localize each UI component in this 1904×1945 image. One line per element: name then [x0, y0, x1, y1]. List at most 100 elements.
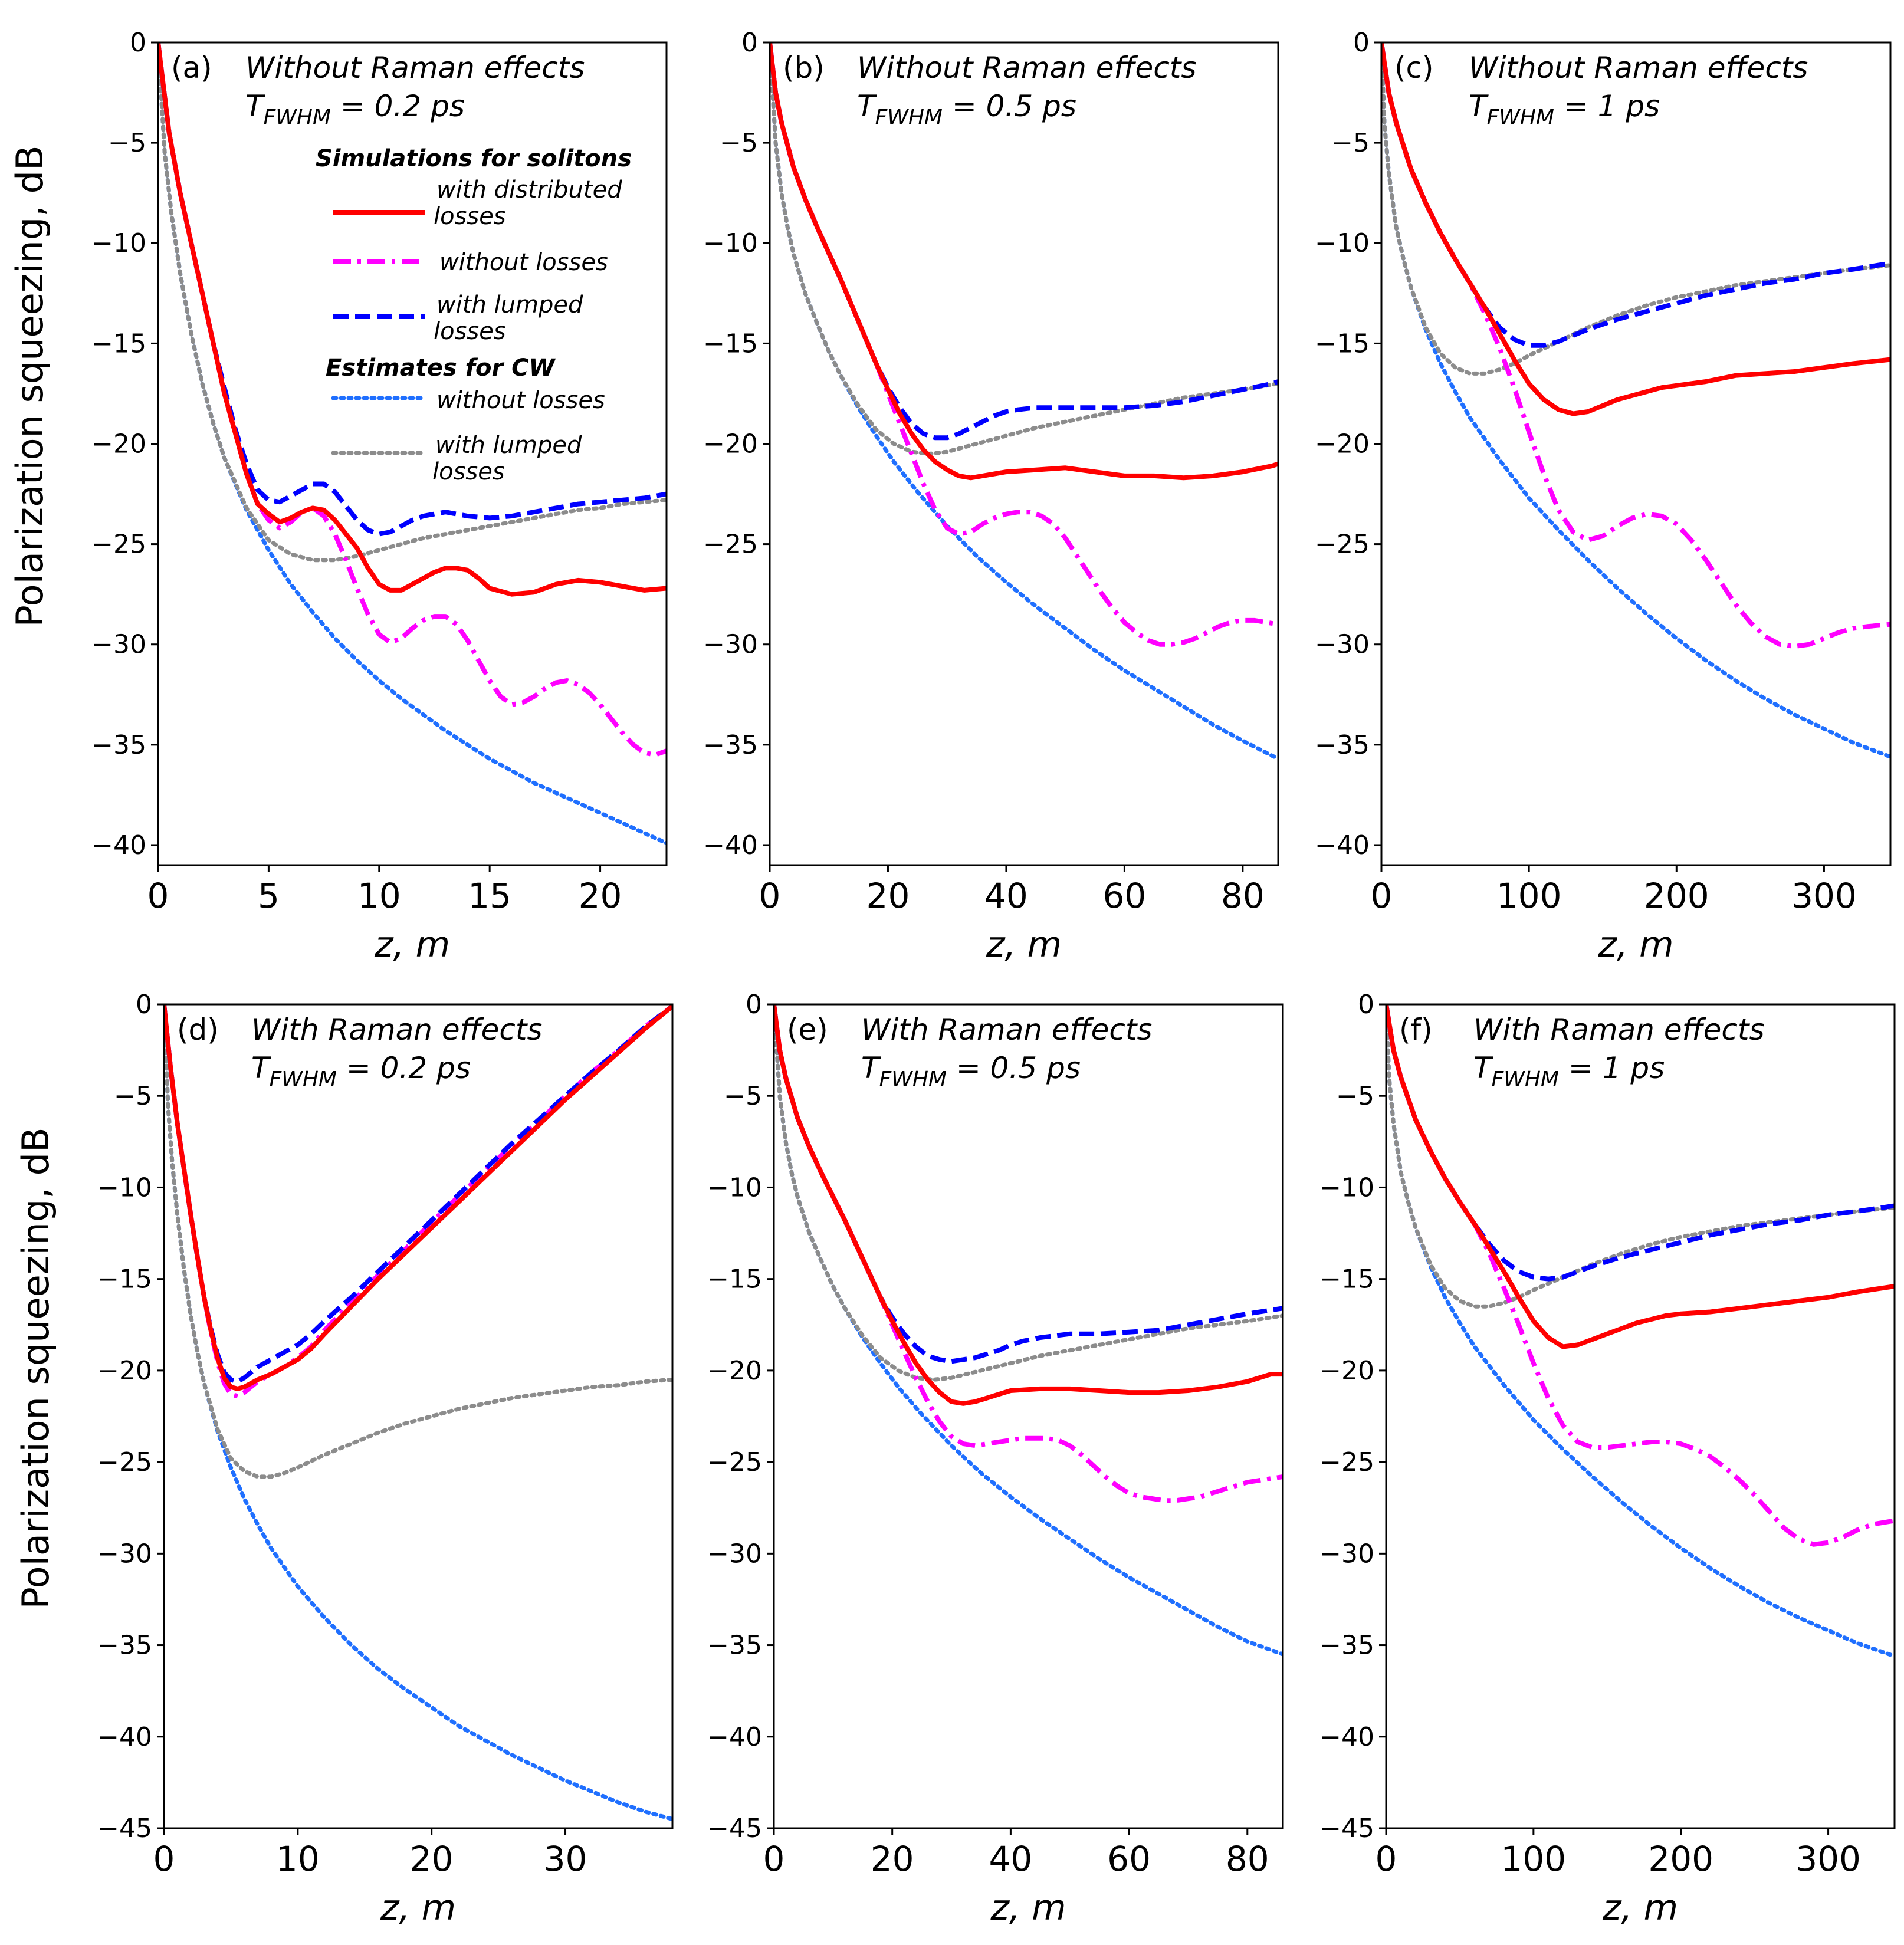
plot-frame	[769, 41, 1279, 866]
y-axis-label-top: Polarization squeezing, dB	[8, 145, 51, 627]
y-tick-label: −45	[707, 1813, 762, 1844]
y-tick-label: −25	[91, 530, 146, 560]
y-tick-label: −25	[707, 1447, 762, 1477]
y-tick-label: −10	[707, 1172, 762, 1203]
y-tick-label: −20	[97, 1356, 152, 1386]
y-tick-label: −40	[97, 1722, 152, 1752]
x-tick-label: 20	[410, 1839, 454, 1879]
x-tick-label: 0	[759, 876, 781, 916]
panel-letter: (c)	[1394, 51, 1434, 85]
y-tick-label: −30	[703, 630, 758, 660]
y-tick-label: 0	[130, 28, 146, 58]
x-tick-label: 0	[1371, 876, 1393, 916]
legend-label: with distributed	[436, 176, 622, 203]
y-tick-label: −30	[97, 1539, 152, 1569]
x-axis-label: z, m	[990, 1887, 1066, 1928]
x-tick-label: 20	[866, 876, 910, 916]
y-tick-label: −20	[703, 429, 758, 459]
x-tick-label: 300	[1795, 1839, 1861, 1879]
y-tick-label: −5	[1331, 128, 1370, 158]
x-tick-label: 0	[1376, 1839, 1397, 1879]
y-tick-label: −5	[108, 128, 146, 158]
x-axis-label: z, m	[1597, 924, 1673, 965]
y-tick-label: −40	[703, 830, 758, 860]
y-tick-label: −25	[1319, 1447, 1374, 1477]
y-tick-label: −5	[1336, 1081, 1374, 1111]
pulse-width-label: TFWHM = 0.2 ps	[251, 1051, 471, 1092]
y-tick-label: −15	[1315, 328, 1370, 359]
y-tick-label: −5	[720, 128, 758, 158]
y-tick-label: −45	[1319, 1813, 1374, 1844]
legend-label: losses	[434, 203, 506, 230]
y-tick-label: −15	[97, 1264, 152, 1295]
x-axis-label: z, m	[986, 924, 1062, 965]
series-line-sol-distributed	[1386, 1004, 1895, 1349]
series-group	[774, 1004, 1283, 1657]
y-tick-label: −40	[707, 1722, 762, 1752]
x-tick-label: 80	[1221, 876, 1265, 916]
y-tick-label: 0	[136, 990, 152, 1020]
panel-letter: (e)	[787, 1013, 828, 1047]
legend-label: with lumped	[436, 291, 583, 318]
series-group	[164, 1004, 672, 1821]
y-tick-label: −20	[707, 1356, 762, 1386]
panel-title: With Raman effects	[861, 1013, 1153, 1047]
plot-frame	[773, 1003, 1284, 1829]
y-axis-label-bottom: Polarization squeezing, dB	[14, 1127, 57, 1609]
panel-title: Without Raman effects	[245, 51, 585, 85]
y-tick-label: −25	[703, 530, 758, 560]
x-axis-label: z, m	[380, 1887, 456, 1928]
x-tick-label: 20	[871, 1839, 914, 1879]
x-tick-label: 15	[468, 876, 511, 916]
y-tick-label: −10	[1315, 228, 1370, 258]
series-line-sol-no-loss	[770, 42, 1278, 647]
y-tick-label: −40	[91, 830, 146, 860]
x-tick-label: 60	[1102, 876, 1146, 916]
legend-label: without losses	[436, 387, 605, 414]
panel-letter: (f)	[1399, 1013, 1433, 1047]
x-tick-label: 10	[357, 876, 401, 916]
chart-panel: 0−5−10−15−20−25−30−35−40−450 100 200 300z, …	[1319, 990, 1896, 1928]
y-tick-label: −10	[1319, 1172, 1374, 1203]
x-tick-label: 100	[1496, 876, 1562, 916]
y-tick-label: −10	[91, 228, 146, 258]
legend-heading-solitons: Simulations for solitons	[316, 145, 632, 172]
x-tick-label: 5	[258, 876, 280, 916]
x-axis-label: z, m	[374, 924, 450, 965]
y-tick-label: −35	[97, 1631, 152, 1661]
legend-label: with lumped	[435, 432, 582, 459]
x-tick-label: 300	[1791, 876, 1857, 916]
y-tick-label: −5	[114, 1081, 152, 1111]
y-tick-label: −35	[1315, 730, 1370, 760]
x-tick-label: 40	[984, 876, 1028, 916]
y-tick-label: −35	[91, 730, 146, 760]
series-line-sol-distributed	[770, 42, 1278, 481]
panel-letter: (b)	[783, 51, 825, 85]
y-tick-label: −5	[724, 1081, 762, 1111]
chart-panel: 0−5−10−15−20−25−30−35−400 5 10 15 20z, m(a) W…	[91, 28, 668, 965]
y-tick-label: −10	[97, 1172, 152, 1203]
x-tick-label: 60	[1107, 1839, 1151, 1879]
legend-label: without losses	[439, 249, 608, 276]
y-tick-label: −15	[1319, 1264, 1374, 1295]
series-line-sol-distributed	[1381, 42, 1890, 416]
series-line-sol-distributed	[164, 1004, 672, 1391]
chart-panel: 0−5−10−15−20−25−30−35−40−450 10 20 30z, m(d…	[97, 990, 674, 1928]
series-group	[1381, 42, 1890, 759]
series-line-sol-no-loss	[1381, 42, 1890, 649]
plot-frame	[157, 41, 668, 866]
legend: Simulations for solitons Estimates for CW…	[316, 145, 632, 485]
y-tick-label: −40	[1319, 1722, 1374, 1752]
x-tick-label: 0	[153, 1839, 175, 1879]
x-tick-label: 80	[1226, 1839, 1269, 1879]
chart-panel: 0−5−10−15−20−25−30−35−40−450 20 40 60 80z, m…	[707, 990, 1284, 1928]
series-line-cw-lumped	[158, 42, 667, 563]
x-tick-label: 200	[1648, 1839, 1713, 1879]
series-group	[1386, 1004, 1895, 1658]
y-tick-label: −30	[91, 630, 146, 660]
x-tick-label: 10	[276, 1839, 320, 1879]
x-tick-label: 100	[1501, 1839, 1566, 1879]
panel-letter: (a)	[171, 51, 212, 85]
